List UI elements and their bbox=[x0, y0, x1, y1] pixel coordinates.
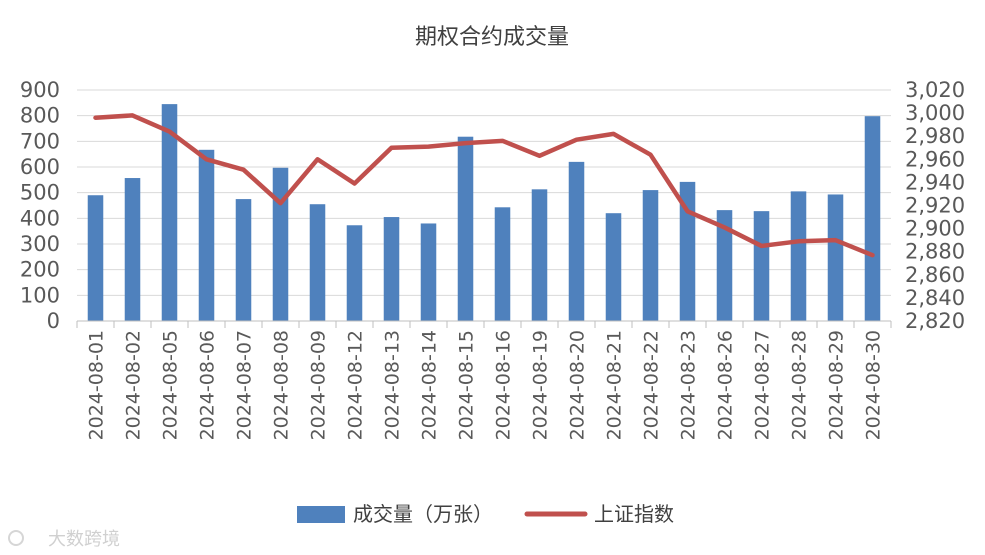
bar bbox=[235, 199, 252, 321]
x-tick-label: 2024-08-02 bbox=[123, 330, 145, 440]
bar bbox=[383, 217, 400, 321]
x-tick-label: 2024-08-29 bbox=[826, 330, 848, 440]
bar bbox=[642, 190, 659, 321]
bar bbox=[161, 104, 178, 321]
bar bbox=[346, 225, 363, 321]
bar-series bbox=[87, 104, 881, 322]
x-tick-label: 2024-08-28 bbox=[789, 330, 811, 440]
index-line bbox=[93, 113, 875, 258]
legend: 成交量（万张） 上证指数 bbox=[297, 502, 674, 526]
y-left-tick-label: 300 bbox=[20, 232, 60, 256]
bar bbox=[716, 210, 733, 321]
y-right-tick-label: 2,920 bbox=[905, 194, 965, 218]
y-right-tick-label: 3,020 bbox=[905, 78, 965, 102]
x-tick-label: 2024-08-21 bbox=[604, 330, 626, 440]
y-right-tick-label: 2,980 bbox=[905, 124, 965, 148]
bar bbox=[790, 191, 807, 321]
y-left-tick-label: 800 bbox=[20, 104, 60, 128]
y-axis-right: 2,8202,8402,8602,8802,9002,9202,9402,960… bbox=[905, 78, 965, 333]
y-left-tick-label: 500 bbox=[20, 181, 60, 205]
bar bbox=[309, 204, 326, 321]
y-right-tick-label: 2,860 bbox=[905, 263, 965, 287]
y-right-tick-label: 3,000 bbox=[905, 101, 965, 125]
bar bbox=[568, 161, 585, 321]
y-left-tick-label: 100 bbox=[20, 283, 60, 307]
x-tick-label: 2024-08-20 bbox=[567, 330, 589, 440]
bar bbox=[457, 136, 474, 321]
x-tick-label: 2024-08-01 bbox=[86, 330, 108, 440]
legend-label-volume: 成交量（万张） bbox=[353, 502, 493, 526]
bar bbox=[679, 181, 696, 321]
bar bbox=[753, 211, 770, 321]
x-tick-label: 2024-08-05 bbox=[160, 330, 182, 440]
y-left-tick-label: 0 bbox=[47, 309, 60, 333]
y-right-tick-label: 2,900 bbox=[905, 217, 965, 241]
line-series bbox=[93, 113, 875, 258]
bar bbox=[420, 223, 437, 321]
y-left-tick-label: 900 bbox=[20, 78, 60, 102]
bar bbox=[87, 195, 104, 321]
bar bbox=[124, 178, 141, 321]
chart-title: 期权合约成交量 bbox=[415, 25, 569, 50]
x-tick-label: 2024-08-23 bbox=[678, 330, 700, 440]
bar bbox=[827, 194, 844, 321]
x-tick-label: 2024-08-09 bbox=[308, 330, 330, 440]
x-tick-label: 2024-08-26 bbox=[715, 330, 737, 440]
y-right-tick-label: 2,840 bbox=[905, 286, 965, 310]
y-left-tick-label: 600 bbox=[20, 155, 60, 179]
y-left-tick-label: 200 bbox=[20, 258, 60, 282]
bar bbox=[605, 213, 622, 321]
x-tick-label: 2024-08-27 bbox=[752, 330, 774, 440]
x-tick-label: 2024-08-13 bbox=[382, 330, 404, 440]
x-tick-label: 2024-08-08 bbox=[271, 330, 293, 440]
watermark-text: 大数跨境 bbox=[48, 529, 120, 550]
y-right-tick-label: 2,960 bbox=[905, 147, 965, 171]
watermark-logo-icon bbox=[8, 530, 24, 546]
x-tick-label: 2024-08-12 bbox=[345, 330, 367, 440]
bar bbox=[494, 207, 511, 321]
x-tick-label: 2024-08-15 bbox=[456, 330, 478, 440]
x-tick-label: 2024-08-07 bbox=[234, 330, 256, 440]
y-right-tick-label: 2,820 bbox=[905, 309, 965, 333]
bar bbox=[198, 149, 215, 321]
x-tick-label: 2024-08-22 bbox=[641, 330, 663, 440]
x-tick-label: 2024-08-06 bbox=[197, 330, 219, 440]
legend-label-index: 上证指数 bbox=[594, 502, 674, 526]
watermark: 大数跨境 bbox=[8, 529, 120, 550]
y-right-tick-label: 2,880 bbox=[905, 240, 965, 264]
legend-swatch-volume bbox=[297, 506, 345, 523]
x-tick-label: 2024-08-14 bbox=[419, 330, 441, 440]
x-tick-label: 2024-08-16 bbox=[493, 330, 515, 440]
bar bbox=[272, 167, 289, 321]
x-axis: 2024-08-01 2024-08-02 2024-08-05 2024-08-06… bbox=[76, 320, 892, 440]
y-left-tick-label: 700 bbox=[20, 129, 60, 153]
y-left-tick-label: 400 bbox=[20, 206, 60, 230]
bar bbox=[864, 116, 881, 322]
x-tick-label: 2024-08-30 bbox=[863, 330, 885, 440]
x-tick-label: 2024-08-19 bbox=[530, 330, 552, 440]
y-right-tick-label: 2,940 bbox=[905, 170, 965, 194]
bar bbox=[531, 189, 548, 321]
